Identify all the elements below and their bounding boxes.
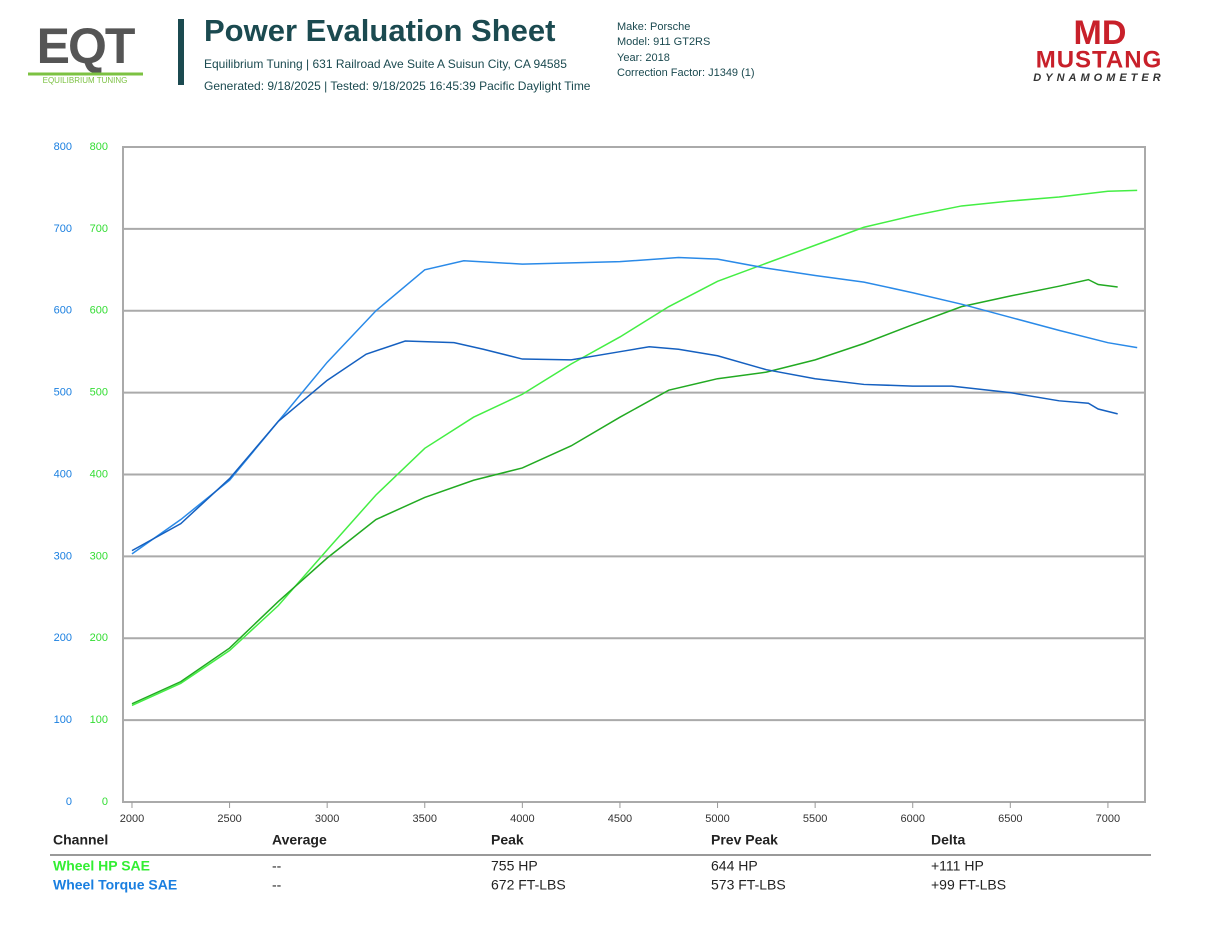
series-line xyxy=(131,256,1138,555)
x-tick-label: 6000 xyxy=(900,813,924,825)
y-tick-label: 300 xyxy=(90,550,108,562)
y-tick-label: 0 xyxy=(102,796,108,808)
column-header: Delta xyxy=(931,832,965,848)
column-header: Prev Peak xyxy=(711,832,778,848)
title: Power Evaluation Sheet xyxy=(204,13,555,48)
results-table: Channel Average Peak Prev Peak Delta Wheel HP… xyxy=(50,832,1151,893)
address: Equilibrium Tuning | 631 Railroad Ave Su… xyxy=(204,57,567,71)
column-header: Average xyxy=(272,832,327,848)
y2-tick-label: 800 xyxy=(54,141,72,153)
table-cell: +99 FT-LBS xyxy=(931,877,1006,893)
logo-right-name: MUSTANG xyxy=(1036,46,1163,73)
header-bar xyxy=(178,19,184,85)
x-tick-label: 7000 xyxy=(1096,813,1120,825)
logo-left-sub: EQUILIBRIUM TUNING xyxy=(43,76,128,85)
x-tick-label: 2000 xyxy=(120,813,144,825)
vehicle-info: Make: Porsche xyxy=(617,21,690,33)
y2-tick-label: 200 xyxy=(54,632,72,644)
logo-right: MD xyxy=(1074,14,1127,52)
table-cell: +111 HP xyxy=(931,858,984,874)
logo-left: EQT xyxy=(37,18,135,74)
table-cell: 644 HP xyxy=(711,858,758,874)
y2-tick-label: 600 xyxy=(54,305,72,317)
column-header: Channel xyxy=(53,832,108,848)
logo-right-sub: DYNAMOMETER xyxy=(1033,72,1164,84)
y-tick-label: 100 xyxy=(90,714,108,726)
generated: Generated: 9/18/2025 | Tested: 9/18/2025… xyxy=(204,79,591,93)
vehicle-info: Model: 911 GT2RS xyxy=(617,36,710,48)
y-tick-label: 400 xyxy=(90,468,108,480)
table-cell: -- xyxy=(272,858,282,874)
series-line xyxy=(131,340,1118,552)
y-tick-label: 200 xyxy=(90,632,108,644)
y-tick-label: 700 xyxy=(90,223,108,235)
table-cell: 755 HP xyxy=(491,858,538,874)
column-header: Peak xyxy=(491,832,524,848)
table-cell: -- xyxy=(272,877,282,893)
vehicle-info: Correction Factor: J1349 (1) xyxy=(617,67,755,79)
y2-tick-label: 500 xyxy=(54,387,72,399)
x-tick-label: 5000 xyxy=(705,813,729,825)
x-tick-label: 3500 xyxy=(413,813,437,825)
vehicle-info: Year: 2018 xyxy=(617,52,670,64)
x-tick-label: 5500 xyxy=(803,813,827,825)
series-line xyxy=(131,278,1118,705)
table-cell: 672 FT-LBS xyxy=(491,877,566,893)
y-tick-label: 500 xyxy=(90,387,108,399)
channel-name: Wheel HP SAE xyxy=(53,858,150,874)
x-tick-label: 4500 xyxy=(608,813,632,825)
y2-tick-label: 100 xyxy=(54,714,72,726)
plot-border xyxy=(122,146,1146,803)
y-tick-label: 800 xyxy=(90,141,108,153)
x-tick-label: 4000 xyxy=(510,813,534,825)
y2-tick-label: 0 xyxy=(66,796,72,808)
x-tick-label: 3000 xyxy=(315,813,339,825)
series-line xyxy=(131,189,1138,707)
chart: 0 100 200 300 400 500 600 700 800 0 100 200 300 400 50… xyxy=(54,141,1146,825)
y2-tick-label: 300 xyxy=(54,550,72,562)
y-tick-label: 600 xyxy=(90,305,108,317)
y2-tick-label: 700 xyxy=(54,223,72,235)
channel-name: Wheel Torque SAE xyxy=(53,877,177,893)
x-tick-label: 2500 xyxy=(217,813,241,825)
table-cell: 573 FT-LBS xyxy=(711,877,786,893)
y2-tick-label: 400 xyxy=(54,468,72,480)
x-tick-label: 6500 xyxy=(998,813,1022,825)
